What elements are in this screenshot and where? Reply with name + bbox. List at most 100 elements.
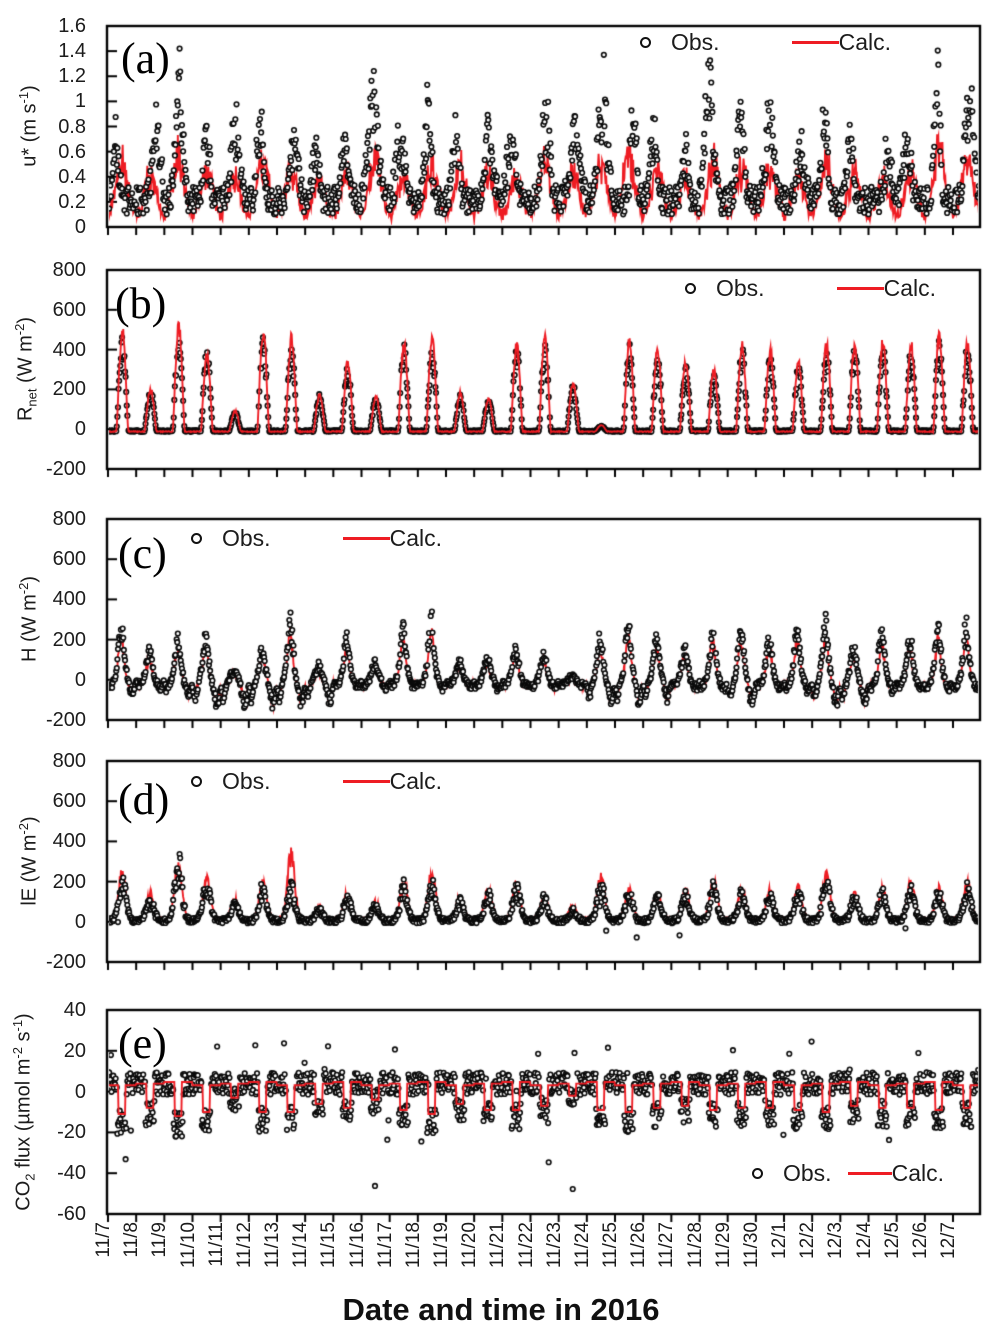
- x-tick-label: 11/8: [121, 1222, 143, 1258]
- y-tick-label: 1.6: [58, 15, 86, 37]
- y-tick-label: 0.4: [58, 165, 86, 188]
- obs-marker-icon: [640, 36, 651, 48]
- panel-c-label: (c): [118, 529, 167, 578]
- y-tick-label: -20: [57, 1121, 86, 1144]
- y-tick-label: 0: [74, 418, 86, 441]
- panel-c-legend: Obs. Calc.: [191, 524, 442, 552]
- x-tick-label: 11/22: [515, 1222, 537, 1269]
- x-tick-label: 11/7: [93, 1222, 114, 1258]
- y-tick-label: -200: [45, 458, 86, 480]
- ylabel-superscript: -2: [12, 323, 27, 336]
- y-tick-label: 800: [52, 259, 86, 281]
- x-tick-label: 11/23: [543, 1222, 565, 1269]
- x-tick-label: 11/9: [149, 1222, 171, 1258]
- panel-e-label: (e): [118, 1019, 167, 1068]
- y-tick-label: 800: [52, 508, 86, 530]
- legend-obs-label: Obs.: [222, 524, 271, 551]
- y-tick-label: 400: [52, 588, 86, 611]
- x-tick-label: 11/26: [628, 1222, 650, 1269]
- x-tick-label: 12/4: [853, 1222, 875, 1259]
- ylabel-text: flux (µmol m: [12, 1058, 35, 1174]
- x-tick-label: 12/7: [938, 1222, 959, 1259]
- x-tick-label: 11/30: [740, 1222, 762, 1269]
- panel-a-plot-ustar: [100, 17, 996, 244]
- x-tick-label: 11/25: [600, 1222, 621, 1269]
- y-tick-label: 400: [52, 338, 86, 361]
- calc-line-icon: [836, 286, 884, 290]
- panel-d-plot-le: [100, 752, 996, 979]
- panel-a-label: (a): [121, 34, 170, 83]
- x-tick-label: 11/10: [177, 1222, 199, 1269]
- obs-marker-icon: [191, 775, 202, 787]
- y-tick-label: 0: [74, 910, 86, 933]
- y-tick-label: 1.4: [58, 40, 86, 63]
- y-tick-label: 0: [74, 668, 86, 691]
- panel-b-plot-rnet: [100, 261, 996, 486]
- y-tick-label: 40: [63, 999, 86, 1021]
- y-tick-label: 800: [52, 750, 86, 772]
- panel-d-label: (d): [118, 775, 170, 824]
- panel-e-legend: Obs. Calc.: [752, 1159, 944, 1187]
- y-tick-label: 600: [52, 548, 86, 571]
- x-tick-label: 11/27: [656, 1222, 678, 1269]
- y-axis-label-h: H (W m-2): [9, 499, 41, 739]
- panel-e-plot-co2: [100, 1001, 996, 1231]
- x-tick-label: 11/21: [487, 1222, 509, 1269]
- y-tick-label: 0.8: [58, 115, 86, 138]
- legend-obs-label: Obs.: [671, 28, 720, 55]
- x-tick-label: 11/14: [290, 1222, 312, 1269]
- x-tick-label: 11/17: [374, 1222, 396, 1269]
- ylabel-text: ): [18, 816, 41, 824]
- x-tick-label: 11/18: [402, 1222, 424, 1269]
- panel-a-legend: Obs. Calc.: [640, 28, 891, 56]
- y-tick-label: 0.2: [58, 190, 86, 213]
- panel-d-legend: Obs. Calc.: [191, 767, 442, 795]
- panel-b-legend: Obs. Calc.: [685, 274, 936, 302]
- obs-marker-icon: [685, 282, 696, 294]
- x-tick-label: 12/3: [825, 1222, 847, 1259]
- panel-b-label: (b): [115, 279, 167, 328]
- y-tick-label: -60: [57, 1203, 86, 1225]
- x-tick-label: 11/16: [346, 1222, 368, 1269]
- legend-obs-label: Obs.: [783, 1159, 832, 1186]
- y-tick-label: 0.6: [58, 140, 86, 163]
- x-axis-title: Date and time in 2016: [342, 1292, 660, 1327]
- y-tick-label: 200: [52, 870, 86, 893]
- x-tick-label: 11/12: [233, 1222, 255, 1269]
- y-tick-label: 0: [74, 216, 86, 238]
- y-tick-label: 600: [52, 298, 86, 321]
- legend-obs-label: Obs.: [716, 274, 765, 301]
- x-tick-label: 11/13: [262, 1222, 283, 1269]
- legend-calc-label: Calc.: [838, 28, 891, 55]
- y-tick-label: -40: [57, 1162, 86, 1185]
- calc-line-icon: [791, 40, 839, 44]
- obs-marker-icon: [191, 532, 202, 544]
- y-tick-label: 200: [52, 628, 86, 651]
- obs-marker-icon: [752, 1167, 763, 1179]
- legend-calc-label: Calc.: [891, 1159, 944, 1186]
- y-tick-label: 20: [63, 1039, 86, 1062]
- x-tick-label: 12/5: [881, 1222, 903, 1259]
- y-tick-label: 1.2: [58, 65, 86, 88]
- x-tick-label: 11/15: [318, 1222, 340, 1269]
- x-tick-label: 11/11: [205, 1222, 227, 1267]
- x-tick-label: 11/29: [712, 1222, 734, 1269]
- calc-line-icon: [342, 779, 390, 783]
- x-tick-label: 12/2: [797, 1222, 819, 1259]
- y-tick-label: -200: [45, 951, 86, 973]
- y-axis-label-rnet: Rnet (W m-2): [5, 249, 40, 489]
- x-tick-label: 11/24: [571, 1222, 593, 1269]
- legend-calc-label: Calc.: [389, 524, 442, 551]
- ylabel-text: ): [18, 576, 41, 583]
- y-tick-label: 400: [52, 830, 86, 853]
- calc-line-icon: [342, 536, 390, 540]
- x-tick-label: 12/6: [909, 1222, 931, 1259]
- y-tick-label: 1: [74, 90, 86, 113]
- y-axis-label-le: lE (W m-2): [9, 741, 41, 981]
- calc-line-icon: [847, 1171, 892, 1175]
- legend-calc-label: Calc.: [883, 274, 936, 301]
- y-tick-label: 200: [52, 378, 86, 401]
- x-tick-label: 11/20: [459, 1222, 481, 1269]
- legend-calc-label: Calc.: [389, 767, 442, 794]
- panel-c-plot-h: [100, 510, 996, 737]
